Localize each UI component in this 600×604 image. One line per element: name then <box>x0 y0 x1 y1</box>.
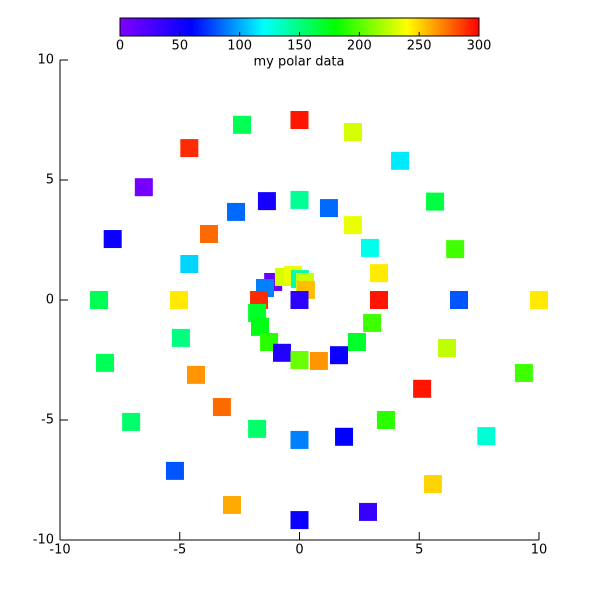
colorbar-tick-label: 0 <box>116 39 124 54</box>
point <box>290 111 309 129</box>
point <box>250 317 269 336</box>
point <box>290 291 309 309</box>
point <box>290 190 309 209</box>
point <box>450 291 469 309</box>
point <box>343 123 362 141</box>
point <box>446 240 465 259</box>
point <box>413 379 432 398</box>
point <box>309 351 328 370</box>
point <box>530 291 548 309</box>
point <box>134 178 153 197</box>
point <box>257 192 276 211</box>
point <box>122 412 141 431</box>
point <box>233 115 252 134</box>
colorbar-tick-label: 300 <box>467 39 492 54</box>
point <box>347 333 366 351</box>
point <box>426 192 445 211</box>
point <box>376 411 395 429</box>
point <box>103 230 122 249</box>
point <box>273 343 292 362</box>
point <box>319 199 338 218</box>
point <box>370 291 389 309</box>
y-tick-label: 10 <box>37 53 54 68</box>
colorbar-tick-label: 200 <box>347 39 372 54</box>
x-tick-label: 5 <box>415 543 423 558</box>
point <box>335 427 354 446</box>
x-tick-label: -5 <box>173 543 186 558</box>
point <box>358 502 377 521</box>
point <box>330 346 349 365</box>
y-tick-label: 5 <box>46 173 54 188</box>
point <box>222 495 241 514</box>
point <box>165 461 184 480</box>
colorbar-tick-label: 150 <box>287 39 312 54</box>
point <box>90 291 109 309</box>
x-tick-label: 10 <box>531 543 548 558</box>
point <box>170 291 189 309</box>
colorbar-label: my polar data <box>253 55 344 70</box>
point <box>370 264 389 283</box>
point <box>199 225 218 243</box>
point <box>180 255 199 273</box>
point <box>514 363 533 382</box>
point <box>363 314 382 333</box>
point <box>171 328 190 347</box>
y-tick-label: -5 <box>41 413 54 428</box>
colorbar-tick-label: 100 <box>227 39 252 54</box>
point <box>212 398 231 417</box>
point <box>180 139 199 158</box>
point <box>290 511 309 530</box>
point <box>96 353 115 372</box>
colorbar-tick-label: 50 <box>172 39 189 54</box>
x-tick-label: 0 <box>295 543 303 558</box>
point <box>391 151 410 170</box>
point <box>360 238 379 257</box>
point <box>290 430 309 449</box>
point <box>227 202 246 221</box>
point <box>290 351 309 369</box>
y-tick-label: 0 <box>46 293 54 308</box>
point <box>248 419 267 438</box>
point <box>423 475 442 494</box>
y-tick-label: -10 <box>33 533 54 548</box>
point <box>248 303 267 322</box>
x-tick-label: -10 <box>49 543 70 558</box>
point <box>438 339 457 357</box>
point <box>187 365 206 384</box>
point <box>343 216 362 235</box>
point <box>477 427 496 446</box>
colorbar-tick-label: 250 <box>407 39 432 54</box>
